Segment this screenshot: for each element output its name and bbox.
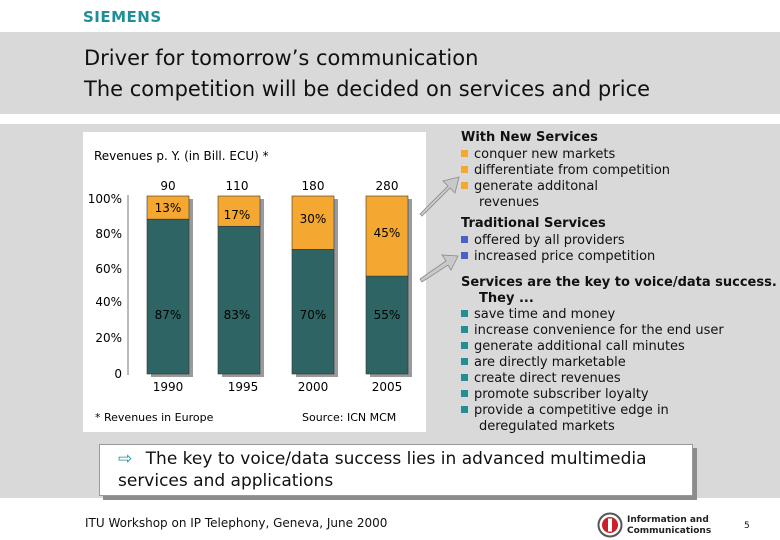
new-services-continuation: revenues	[479, 195, 539, 210]
new-services-heading: With New Services	[461, 130, 598, 145]
key-services-heading: Services are the key to voice/data succe…	[461, 275, 777, 290]
ic-logo-icon	[597, 512, 623, 538]
x-tick-label: 1990	[153, 380, 184, 394]
square-bullet-icon	[461, 406, 468, 413]
square-bullet-icon	[461, 390, 468, 397]
key-services-subheading: They ...	[479, 291, 534, 306]
x-tick-label: 2000	[298, 380, 329, 394]
services-share-label: 13%	[155, 201, 182, 215]
footer-text: ITU Workshop on IP Telephony, Geneva, Ju…	[85, 516, 388, 530]
services-share-label: 17%	[224, 208, 251, 222]
key-services-item: generate additional call minutes	[461, 339, 685, 355]
new-services-item: conquer new markets	[461, 147, 615, 163]
arrow-to-traditional-services-icon	[419, 254, 459, 283]
chart-footnote: * Revenues in Europe	[95, 411, 214, 424]
y-tick-label: 80%	[95, 227, 122, 241]
chart-title: Revenues p. Y. (in Bill. ECU) *	[94, 149, 269, 163]
new-services-item: generate additonal	[461, 179, 598, 195]
arrow-right-icon: ⇨	[118, 449, 133, 469]
square-bullet-icon	[461, 310, 468, 317]
key-services-item: save time and money	[461, 307, 615, 323]
slide-title-line-2: The competition will be decided on servi…	[84, 77, 651, 101]
traditional-share-label: 55%	[374, 308, 401, 322]
y-tick-label: 60%	[95, 262, 122, 276]
key-services-item: are directly marketable	[461, 355, 626, 371]
x-tick-label: 1995	[228, 380, 259, 394]
traditional-share-label: 87%	[155, 308, 182, 322]
traditional-share-label: 83%	[224, 308, 251, 322]
bar-services-segment	[365, 195, 409, 277]
square-bullet-icon	[461, 182, 468, 189]
y-tick-label: 20%	[95, 331, 122, 345]
square-bullet-icon	[461, 374, 468, 381]
square-bullet-icon	[461, 326, 468, 333]
new-services-item: differentiate from competition	[461, 163, 670, 179]
slide-title-line-1: Driver for tomorrow’s communication	[84, 46, 479, 70]
square-bullet-icon	[461, 166, 468, 173]
services-share-label: 30%	[300, 212, 327, 226]
key-services-item: provide a competitive edge in	[461, 403, 669, 419]
y-tick-label: 40%	[95, 295, 122, 309]
arrow-to-new-services-icon	[419, 176, 460, 217]
traditional-services-item: increased price competition	[461, 249, 655, 265]
y-tick-label: 0	[114, 367, 122, 381]
key-services-item: create direct revenues	[461, 371, 621, 387]
key-services-item: promote subscriber loyalty	[461, 387, 649, 403]
chart-source: Source: ICN MCM	[302, 411, 396, 424]
conclusion-text: ⇨ The key to voice/data success lies in …	[118, 448, 647, 492]
ic-logo-text: Information and Communications	[627, 515, 712, 536]
conclusion-line-2: services and applications	[118, 471, 334, 491]
total-label: 110	[226, 179, 249, 193]
conclusion-line-1: The key to voice/data success lies in ad…	[145, 449, 647, 469]
services-share-label: 45%	[374, 226, 401, 240]
page-number: 5	[744, 521, 750, 531]
total-label: 180	[302, 179, 325, 193]
bar-traditional-segment	[217, 225, 261, 375]
square-bullet-icon	[461, 150, 468, 157]
bar-services-segment	[146, 195, 190, 220]
traditional-services-heading: Traditional Services	[461, 216, 606, 231]
bar-traditional-segment	[146, 218, 190, 375]
traditional-share-label: 70%	[300, 308, 327, 322]
x-tick-label: 2005	[372, 380, 403, 394]
bar-traditional-segment	[291, 249, 335, 375]
square-bullet-icon	[461, 252, 468, 259]
square-bullet-icon	[461, 236, 468, 243]
y-tick-label: 100%	[88, 192, 122, 206]
bar-services-segment	[217, 195, 261, 227]
traditional-services-item: offered by all providers	[461, 233, 625, 249]
key-services-item: increase convenience for the end user	[461, 323, 724, 339]
conclusion-box	[99, 444, 693, 496]
bars-group	[146, 195, 412, 377]
bar-traditional-segment	[365, 275, 409, 375]
square-bullet-icon	[461, 342, 468, 349]
total-label: 90	[160, 179, 175, 193]
siemens-logo: SIEMENS	[83, 8, 162, 26]
square-bullet-icon	[461, 358, 468, 365]
total-label: 280	[376, 179, 399, 193]
key-services-continuation: deregulated markets	[479, 419, 615, 434]
bar-services-segment	[291, 195, 335, 250]
title-band	[0, 32, 780, 114]
